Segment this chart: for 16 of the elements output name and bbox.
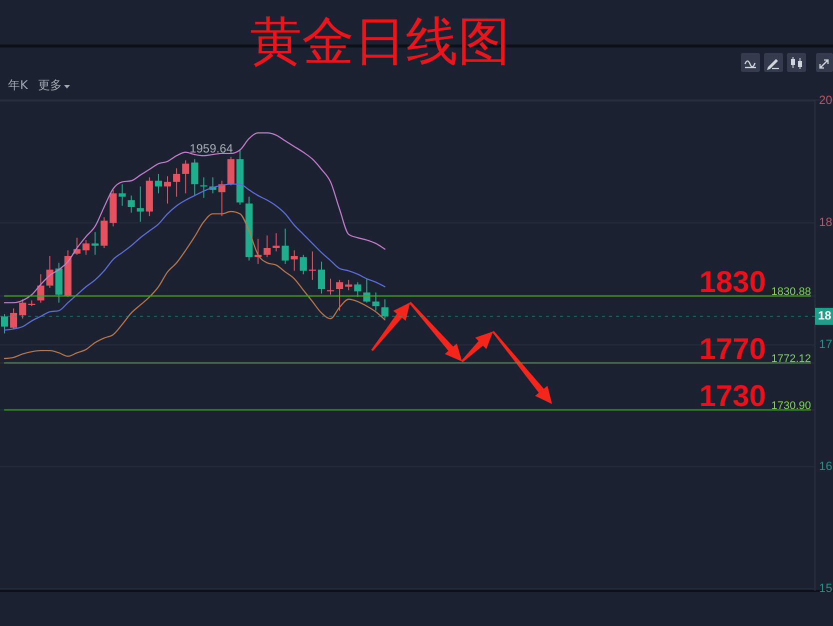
text: 17: [819, 337, 833, 352]
annotation: 1730: [699, 380, 766, 413]
text: 年K: [8, 78, 29, 92]
text: 更多: [38, 78, 62, 92]
chart-title: 黄金日线图: [250, 12, 510, 72]
text: 20: [819, 93, 833, 108]
y-tick-label: 1830.88: [771, 286, 811, 298]
text: 16: [819, 458, 833, 473]
text: 15: [819, 580, 833, 595]
text: 1959.64: [190, 141, 233, 156]
annotation: 1830: [699, 266, 766, 299]
y-tick-label: 1772.12: [771, 352, 811, 365]
annotation: 1770: [699, 332, 766, 366]
text: 18: [819, 215, 833, 230]
y-tick-label: 1730.90: [771, 400, 811, 412]
annotation: 18: [818, 308, 832, 323]
